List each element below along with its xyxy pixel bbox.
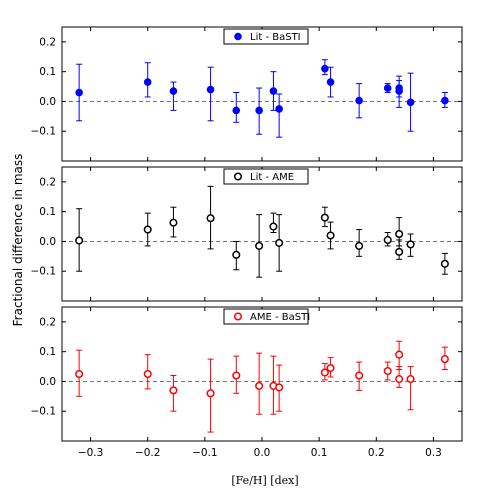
data-point bbox=[275, 383, 284, 392]
data-point bbox=[169, 386, 178, 395]
legend-marker bbox=[234, 32, 242, 41]
y-tick-label: −0.1 bbox=[31, 406, 57, 418]
y-tick-label: −0.1 bbox=[31, 266, 57, 278]
data-point bbox=[355, 96, 363, 105]
data-point bbox=[395, 87, 403, 95]
y-tick-label: 0.1 bbox=[39, 206, 56, 218]
data-point bbox=[326, 231, 335, 240]
data-point bbox=[320, 368, 329, 377]
x-tick-label: 0.3 bbox=[425, 447, 442, 459]
panel-1: 0.2 0.1 0.0 −0.1 Lit - BaSTI bbox=[31, 26, 463, 162]
data-point bbox=[355, 371, 364, 380]
data-point bbox=[383, 235, 392, 245]
data-point bbox=[269, 87, 278, 95]
panel-2: 0.2 0.1 0.0 −0.1 Lit - AME bbox=[31, 166, 463, 302]
legend-box bbox=[223, 308, 309, 325]
panel-3: 0.2 0.1 0.0 −0.1 −0.3 −0.2 −0.1 0.0 0.1 0.2 0.3 AME… bbox=[31, 306, 463, 459]
x-tick-label: −0.3 bbox=[78, 447, 104, 459]
data-point bbox=[75, 88, 83, 97]
data-point bbox=[406, 375, 415, 384]
data-point bbox=[169, 87, 178, 95]
plot-frame bbox=[61, 26, 463, 162]
data-point bbox=[383, 84, 392, 92]
panels: 0.2 0.1 0.0 −0.1 Lit - BaSTI 0.2 0.1 0.0 −0.1 Lit… bbox=[31, 26, 463, 459]
data-point bbox=[255, 106, 263, 115]
y-tick-label: 0.2 bbox=[39, 316, 56, 328]
data-point bbox=[383, 366, 392, 376]
legend-label: Lit - AME bbox=[250, 172, 294, 183]
data-point bbox=[440, 355, 449, 364]
data-point bbox=[275, 238, 284, 247]
y-tick-label: −0.1 bbox=[31, 126, 57, 138]
data-point bbox=[395, 247, 404, 256]
x-tick-label: 0.0 bbox=[254, 447, 271, 459]
data-point bbox=[395, 375, 404, 384]
legend-label: Lit - BaSTI bbox=[250, 32, 301, 43]
plot-frame bbox=[61, 306, 463, 442]
x-tick-label: −0.1 bbox=[192, 447, 218, 459]
data-point bbox=[406, 98, 415, 107]
data-point bbox=[255, 381, 264, 390]
data-point bbox=[143, 369, 152, 379]
data-point bbox=[320, 213, 329, 222]
data-point bbox=[275, 105, 283, 113]
y-tick-label: 0.2 bbox=[39, 176, 56, 188]
data-point bbox=[169, 218, 178, 227]
x-tick-label: 0.2 bbox=[368, 447, 385, 459]
data-point bbox=[255, 241, 264, 250]
data-point bbox=[75, 369, 84, 379]
legend-box bbox=[223, 28, 309, 45]
data-point bbox=[440, 259, 449, 268]
data-point bbox=[143, 225, 152, 234]
data-point bbox=[206, 85, 215, 94]
legend-marker bbox=[233, 312, 243, 321]
legend-box bbox=[223, 168, 309, 185]
data-point bbox=[269, 222, 278, 231]
x-tick-label: 0.1 bbox=[311, 447, 328, 459]
y-tick-label: 0.0 bbox=[39, 376, 56, 388]
data-point bbox=[321, 64, 329, 73]
x-tick-label: −0.2 bbox=[135, 447, 161, 459]
data-point bbox=[395, 350, 404, 359]
y-axis-label: Fractional difference in mass bbox=[11, 154, 25, 327]
data-point bbox=[206, 214, 215, 223]
data-point bbox=[395, 229, 404, 239]
data-point bbox=[232, 371, 241, 380]
y-tick-label: 0.0 bbox=[39, 236, 56, 248]
legend-label: AME - BaSTI bbox=[250, 312, 310, 323]
data-point bbox=[355, 241, 364, 250]
y-tick-label: 0.0 bbox=[39, 96, 56, 108]
data-point bbox=[206, 389, 215, 398]
data-point bbox=[232, 250, 241, 259]
y-tick-label: 0.1 bbox=[39, 346, 56, 358]
data-point bbox=[232, 106, 241, 115]
y-tick-label: 0.1 bbox=[39, 66, 56, 78]
y-tick-label: 0.2 bbox=[39, 36, 56, 48]
x-axis-label: [Fe/H] [dex] bbox=[231, 474, 298, 487]
data-point bbox=[441, 96, 449, 105]
data-point bbox=[75, 236, 84, 245]
data-point bbox=[406, 240, 415, 249]
legend-marker bbox=[233, 172, 243, 181]
data-point bbox=[143, 78, 152, 86]
data-point bbox=[326, 78, 335, 86]
data-point bbox=[326, 363, 335, 373]
